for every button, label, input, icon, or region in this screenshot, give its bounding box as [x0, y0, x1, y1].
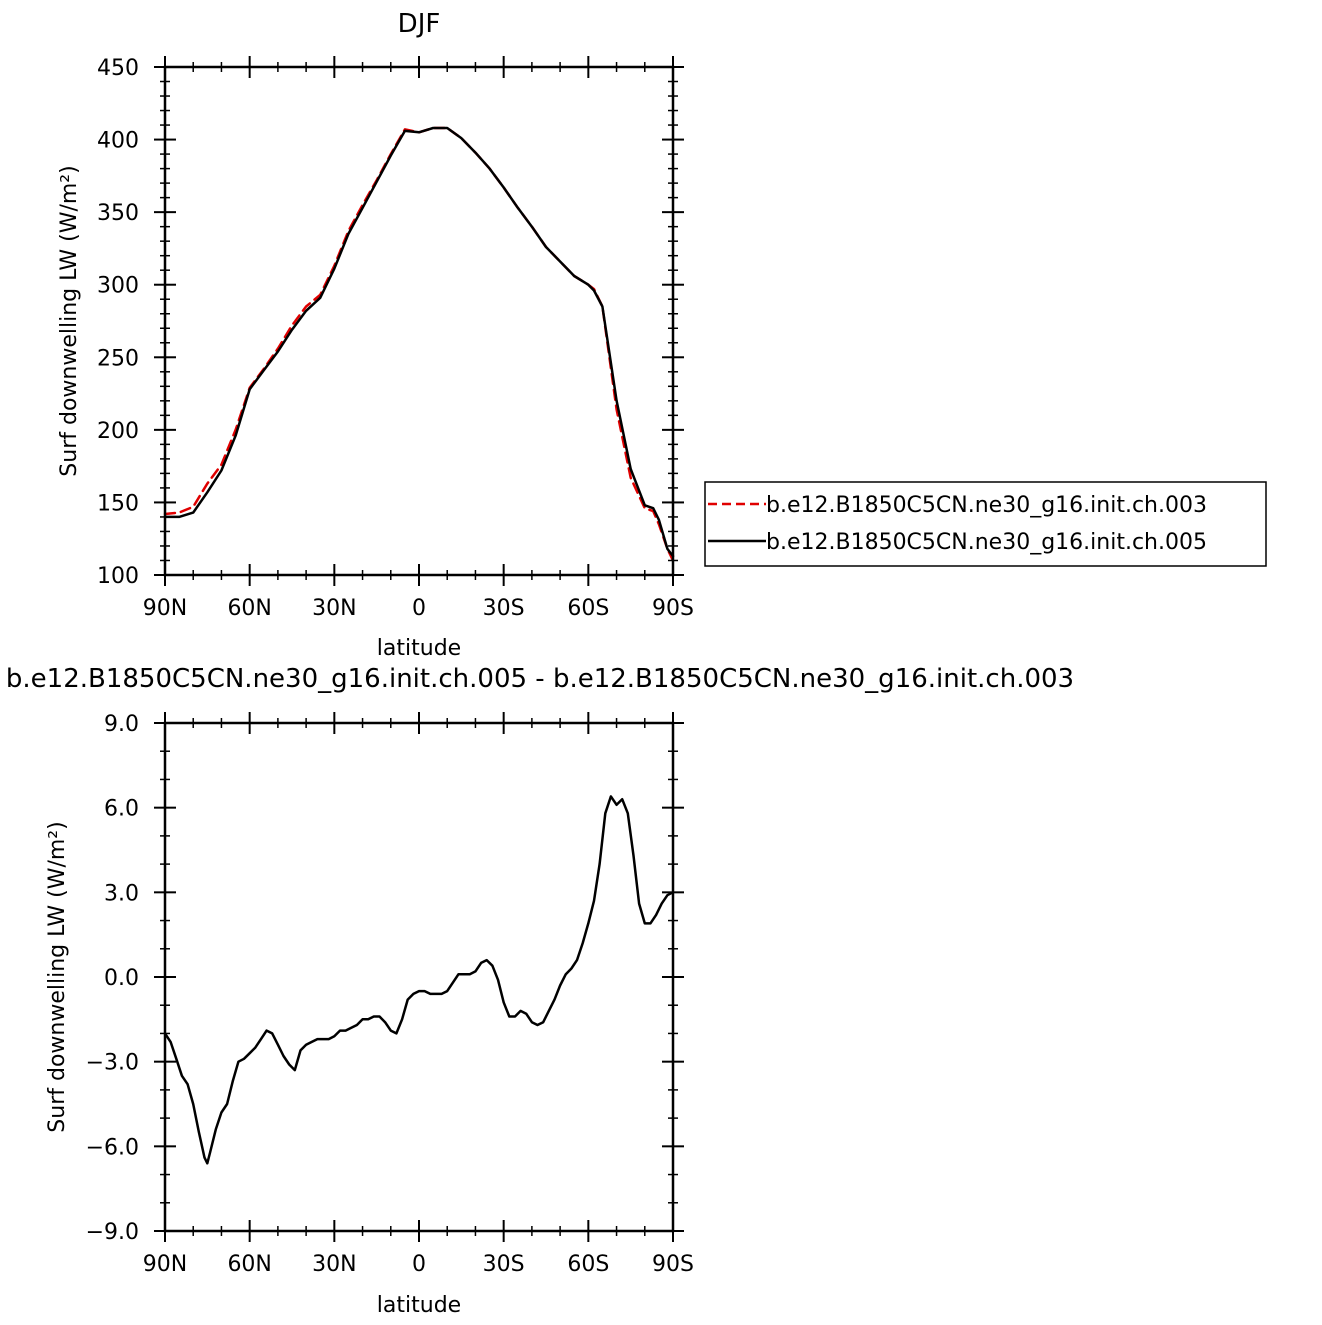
- y-tick-label: −3.0: [86, 1051, 139, 1076]
- series-line-difference: [163, 795, 675, 1165]
- y-tick-label: 100: [97, 564, 139, 589]
- legend: b.e12.B1850C5CN.ne30_g16.init.ch.003 b.e…: [704, 481, 1267, 567]
- top-series-lines: [163, 126, 675, 562]
- y-tick-label: 200: [97, 419, 139, 444]
- top-panel: DJF 90N 60N 30N 0 30S 60S 90S 100 150 200 250 300 35…: [57, 9, 1267, 661]
- top-chart-title: DJF: [398, 9, 441, 39]
- y-tick-label: −9.0: [86, 1220, 139, 1245]
- x-tick-label: 60S: [567, 596, 609, 621]
- bottom-panel: b.e12.B1850C5CN.ne30_g16.init.ch.005 - b…: [6, 664, 1074, 1318]
- bottom-x-axis-title: latitude: [377, 1293, 461, 1318]
- y-tick-label: 300: [97, 274, 139, 299]
- x-tick-label: 90N: [143, 596, 187, 621]
- x-tick-label: 90N: [143, 1252, 187, 1277]
- top-x-axis-title: latitude: [377, 636, 461, 661]
- bottom-plot-frame: [163, 721, 675, 1233]
- x-tick-label: 0: [412, 1252, 426, 1277]
- bottom-y-axis-title: Surf downwelling LW (W/m²): [45, 821, 70, 1132]
- legend-entry-005: b.e12.B1850C5CN.ne30_g16.init.ch.005: [766, 530, 1207, 555]
- legend-box: [704, 481, 1267, 567]
- series-line-005: [163, 126, 675, 558]
- x-tick-label: 60S: [567, 1252, 609, 1277]
- y-tick-label: 350: [97, 201, 139, 226]
- x-tick-label: 90S: [652, 1252, 694, 1277]
- y-tick-label: 6.0: [104, 797, 139, 822]
- bottom-axis-ticks: 90N 60N 30N 0 30S 60S 90S −9.0 −6.0 −3.0 0.0 3.0 6.0…: [86, 712, 694, 1277]
- x-tick-label: 30S: [483, 1252, 525, 1277]
- legend-entry-003: b.e12.B1850C5CN.ne30_g16.init.ch.003: [766, 493, 1207, 518]
- x-tick-label: 30S: [483, 596, 525, 621]
- x-tick-label: 30N: [312, 596, 356, 621]
- top-y-axis-title: Surf downwelling LW (W/m²): [57, 165, 82, 476]
- x-tick-label: 90S: [652, 596, 694, 621]
- top-axis-ticks: 90N 60N 30N 0 30S 60S 90S 100 150 200 250 300 350 400…: [97, 56, 694, 621]
- x-tick-label: 30N: [312, 1252, 356, 1277]
- y-tick-label: 9.0: [104, 712, 139, 737]
- y-tick-label: 0.0: [104, 966, 139, 991]
- x-tick-label: 0: [412, 596, 426, 621]
- bottom-series-lines: [163, 795, 675, 1165]
- series-line-003: [163, 126, 675, 562]
- bottom-chart-title: b.e12.B1850C5CN.ne30_g16.init.ch.005 - b…: [6, 664, 1074, 694]
- top-plot-frame: [163, 65, 675, 577]
- y-tick-label: 250: [97, 346, 139, 371]
- y-tick-label: 400: [97, 129, 139, 154]
- y-tick-label: 450: [97, 56, 139, 81]
- x-tick-label: 60N: [227, 1252, 271, 1277]
- y-tick-label: 150: [97, 491, 139, 516]
- y-tick-label: −6.0: [86, 1135, 139, 1160]
- y-tick-label: 3.0: [104, 881, 139, 906]
- x-tick-label: 60N: [227, 596, 271, 621]
